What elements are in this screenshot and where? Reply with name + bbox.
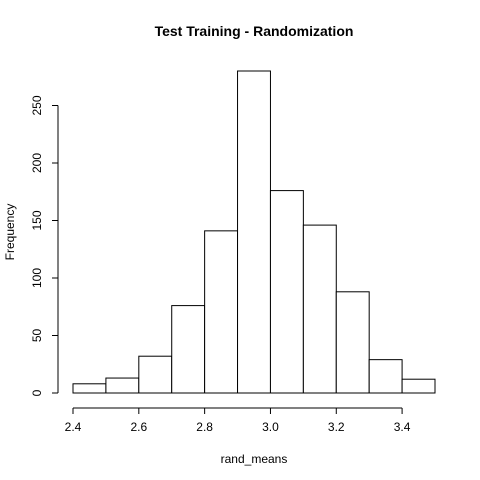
histogram-bar bbox=[401, 378, 436, 394]
x-tick-label: 3.2 bbox=[328, 420, 345, 434]
y-axis-label: Frequency bbox=[3, 204, 17, 261]
histogram-bar bbox=[204, 230, 239, 394]
x-tick-label: 3.0 bbox=[262, 420, 279, 434]
y-tick-label: 150 bbox=[30, 210, 44, 230]
x-tick-label: 3.4 bbox=[394, 420, 411, 434]
y-tick-label: 200 bbox=[30, 153, 44, 173]
chart-title: Test Training - Randomization bbox=[155, 23, 354, 39]
y-tick-label: 0 bbox=[30, 389, 44, 396]
histogram-bar bbox=[138, 355, 173, 394]
bars-group bbox=[72, 70, 436, 394]
histogram-bar bbox=[171, 305, 206, 394]
histogram-bar bbox=[302, 224, 337, 394]
x-axis-label: rand_means bbox=[221, 452, 288, 466]
histogram-bar bbox=[368, 359, 403, 394]
histogram-bar bbox=[335, 291, 370, 394]
y-axis: 0 50 100 150 200 250 bbox=[30, 95, 59, 396]
y-tick-label: 250 bbox=[30, 95, 44, 115]
x-axis: 2.4 2.6 2.8 3.0 3.2 3.4 bbox=[65, 407, 411, 434]
x-tick-label: 2.4 bbox=[65, 420, 82, 434]
y-tick-label: 50 bbox=[30, 329, 44, 343]
y-tick-label: 100 bbox=[30, 268, 44, 288]
x-tick-label: 2.8 bbox=[196, 420, 213, 434]
x-tick-label: 2.6 bbox=[130, 420, 147, 434]
histogram-bar bbox=[237, 70, 271, 394]
histogram-bar bbox=[269, 190, 304, 394]
histogram-bar bbox=[105, 377, 140, 394]
histogram-bar bbox=[72, 383, 107, 394]
